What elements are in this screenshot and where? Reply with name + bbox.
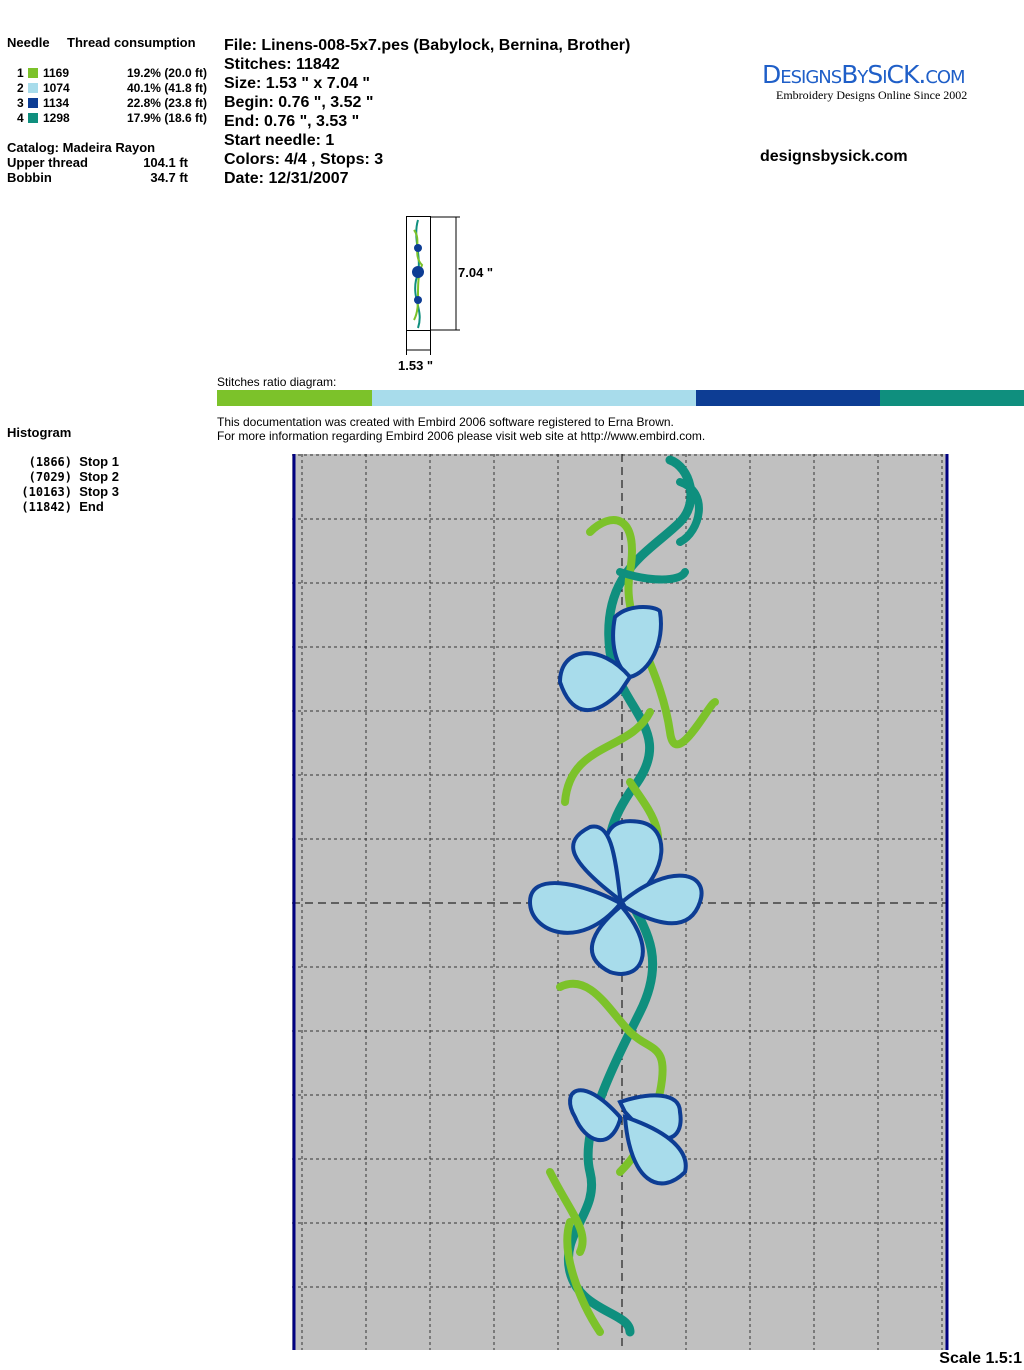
histogram-title: Histogram (7, 425, 72, 440)
thread-code: 1134 (43, 96, 70, 110)
consumption-header: Thread consumption (67, 35, 196, 50)
note-info: For more information regarding Embird 20… (217, 429, 706, 443)
stop-count: (7029) (28, 470, 72, 484)
begin: Begin: 0.76 ", 3.52 " (224, 94, 374, 111)
embroidery-design (527, 455, 719, 1337)
color-swatch (28, 113, 38, 123)
histogram-item: (10163) Stop 3 (12, 484, 119, 499)
histogram-item: (11842) End (12, 499, 104, 514)
thread-percent: 19.2% (20.0 ft) (126, 66, 207, 80)
needle-number: 4 (17, 111, 24, 125)
bobbin-label: Bobbin (7, 170, 52, 185)
scale: Scale 1.5:1 (939, 1350, 1022, 1367)
thread-code: 1074 (43, 81, 70, 95)
logo: DesignsBySiCK.com (762, 60, 966, 89)
upper-thread-value: 104.1 ft (143, 155, 188, 170)
size: Size: 1.53 " x 7.04 " (224, 75, 370, 92)
website: designsbysick.com (760, 148, 908, 165)
thread-row: 3 1134 22.8% (23.8 ft) (0, 96, 215, 111)
thread-percent: 22.8% (23.8 ft) (126, 96, 207, 110)
needle-header: Needle (7, 35, 50, 50)
stitches: Stitches: 11842 (224, 56, 340, 73)
stop-label: Stop 1 (79, 454, 119, 469)
needle-number: 1 (17, 66, 24, 80)
thread-percent: 17.9% (18.6 ft) (126, 111, 207, 125)
stop-label: End (79, 499, 104, 514)
design-thumbnail (406, 216, 460, 355)
stop-label: Stop 2 (79, 469, 119, 484)
needle-number: 3 (17, 96, 24, 110)
catalog: Catalog: Madeira Rayon (7, 140, 156, 155)
start-needle: Start needle: 1 (224, 132, 335, 149)
thread-code: 1169 (43, 66, 70, 80)
date: Date: 12/31/2007 (224, 170, 349, 187)
colors-stops: Colors: 4/4 , Stops: 3 (224, 151, 384, 168)
stop-count: (10163) (21, 485, 72, 499)
stop-count: (11842) (21, 500, 72, 514)
thread-code: 1298 (43, 111, 70, 125)
thread-percent: 40.1% (41.8 ft) (126, 81, 207, 95)
thread-row: 1 1169 19.2% (20.0 ft) (0, 66, 215, 81)
note-created: This documentation was created with Embi… (217, 415, 674, 429)
notes: This documentation was created with Embi… (217, 415, 705, 443)
color-swatch (28, 83, 38, 93)
thread-row: 2 1074 40.1% (41.8 ft) (0, 81, 215, 96)
logo-tagline: Embroidery Designs Online Since 2002 (776, 88, 968, 102)
design-preview (292, 454, 949, 1350)
upper-thread-label: Upper thread (7, 155, 88, 170)
ratio-segment (695, 390, 880, 406)
histogram-item: (1866) Stop 1 (12, 454, 119, 469)
thumb-width: 1.53 " (398, 358, 434, 373)
file-name: File: Linens-008-5x7.pes (Babylock, Bern… (224, 37, 631, 54)
histogram-item: (7029) Stop 2 (12, 469, 119, 484)
ratio-segment (879, 390, 1024, 406)
bobbin-value: 34.7 ft (150, 170, 188, 185)
color-swatch (28, 98, 38, 108)
stitches-ratio-bar (217, 390, 1024, 406)
thumb-height: 7.04 " (458, 265, 494, 280)
ratio-segment (371, 390, 696, 406)
end: End: 0.76 ", 3.53 " (224, 113, 360, 130)
stop-label: Stop 3 (79, 484, 119, 499)
stop-count: (1866) (28, 455, 72, 469)
needle-number: 2 (17, 81, 24, 95)
ratio-label: Stitches ratio diagram: (217, 375, 337, 389)
ratio-segment (217, 390, 372, 406)
color-swatch (28, 68, 38, 78)
thread-row: 4 1298 17.9% (18.6 ft) (0, 111, 215, 126)
